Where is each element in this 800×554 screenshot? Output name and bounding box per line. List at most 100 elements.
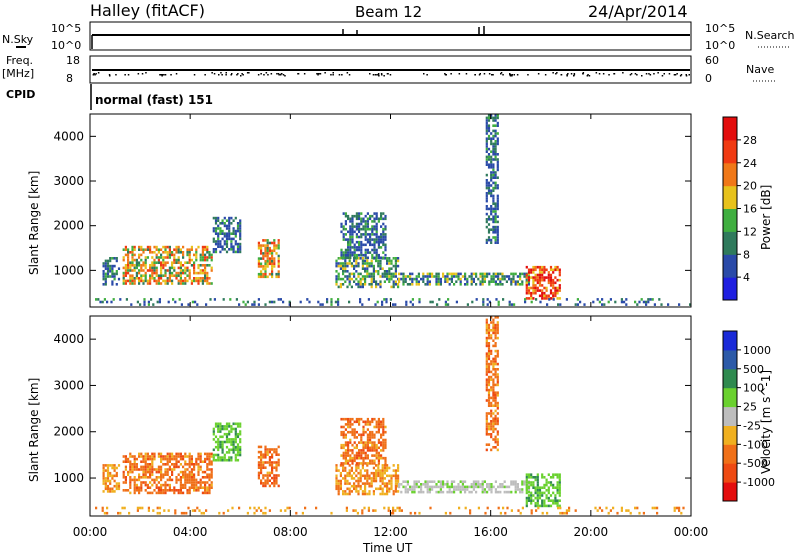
echo-cell	[487, 349, 491, 353]
echo-cell	[494, 401, 497, 405]
echo-cell	[197, 481, 200, 484]
echo-cell	[490, 414, 493, 418]
echo-cell	[268, 249, 271, 253]
echo-cell	[168, 251, 171, 254]
echo-cell	[346, 492, 349, 496]
echo-cell	[135, 264, 138, 267]
echo-cell	[171, 463, 174, 466]
echo-cell	[319, 303, 322, 306]
echo-cell	[464, 506, 467, 510]
echo-cell	[492, 176, 495, 179]
echo-cell	[487, 134, 491, 138]
echo-cell	[171, 470, 174, 474]
echo-cell	[230, 440, 233, 444]
echo-cell	[426, 275, 429, 278]
echo-cell	[532, 284, 535, 287]
echo-cell	[559, 511, 562, 515]
echo-cell	[370, 262, 373, 265]
echo-cell	[428, 275, 431, 278]
echo-cell	[545, 297, 548, 300]
echo-cell	[144, 279, 147, 283]
echo-cell	[431, 488, 434, 491]
echo-cell	[390, 487, 393, 491]
echo-cell	[377, 420, 380, 424]
echo-cell	[273, 482, 276, 485]
echo-cell	[448, 490, 451, 494]
echo-cell	[394, 259, 397, 263]
echo-cell	[382, 438, 385, 442]
echo-cell	[448, 283, 451, 286]
echo-cell	[457, 272, 460, 276]
echo-cell	[151, 277, 154, 280]
echo-cell	[353, 436, 356, 439]
echo-cell	[268, 484, 271, 488]
echo-cell	[490, 386, 493, 389]
nave-point	[465, 73, 468, 75]
echo-cell	[225, 440, 229, 444]
echo-cell	[236, 229, 240, 233]
echo-cell	[206, 277, 209, 280]
echo-cell	[373, 459, 376, 463]
echo-cell	[190, 473, 193, 476]
echo-cell	[470, 490, 473, 494]
echo-cell	[212, 240, 215, 243]
echo-cell	[349, 256, 352, 260]
echo-cell	[368, 283, 371, 286]
echo-cell	[179, 261, 182, 264]
echo-cell	[353, 253, 356, 257]
echo-cell	[348, 277, 351, 281]
echo-cell	[358, 222, 361, 226]
echo-cell	[193, 279, 196, 283]
echo-cell	[350, 264, 353, 268]
echo-cell	[175, 251, 178, 254]
echo-cell	[206, 491, 209, 495]
nave-point	[527, 74, 529, 76]
echo-cell	[344, 222, 347, 226]
echo-cell	[264, 445, 267, 449]
echo-cell	[497, 300, 500, 304]
echo-cell	[370, 277, 373, 281]
echo-cell	[257, 456, 260, 459]
echo-cell	[379, 267, 382, 270]
echo-cell	[273, 244, 276, 247]
echo-cell	[371, 243, 374, 247]
echo-cell	[164, 245, 167, 249]
echo-cell	[115, 270, 118, 273]
echo-cell	[277, 445, 280, 449]
echo-cell	[355, 217, 358, 221]
echo-cell	[355, 222, 358, 226]
echo-cell	[344, 423, 347, 426]
colorbar-tick-label: -1000	[743, 476, 775, 489]
echo-cell	[151, 256, 154, 259]
echo-cell	[342, 425, 345, 429]
echo-cell	[375, 449, 378, 452]
echo-cell	[157, 465, 160, 469]
echo-cell	[140, 258, 143, 262]
echo-cell	[153, 478, 156, 482]
echo-cell	[485, 132, 488, 135]
echo-cell	[135, 457, 138, 461]
echo-cell	[146, 455, 149, 458]
echo-cell	[369, 438, 372, 442]
echo-cell	[482, 300, 485, 304]
echo-cell	[217, 458, 220, 462]
echo-cell	[133, 481, 136, 484]
echo-cell	[104, 482, 107, 485]
echo-cell	[173, 457, 176, 461]
echo-cell	[208, 457, 211, 461]
echo-cell	[138, 245, 141, 249]
nsky-label: N.Sky	[2, 33, 34, 46]
echo-cell	[347, 246, 350, 249]
echo-cell	[184, 279, 187, 283]
colorbar-segment	[723, 349, 737, 370]
echo-cell	[375, 259, 378, 263]
echo-cell	[131, 274, 134, 277]
echo-cell	[201, 470, 204, 474]
echo-cell	[162, 251, 165, 254]
echo-cell	[492, 228, 495, 231]
echo-cell	[492, 394, 495, 397]
echo-cell	[273, 479, 276, 482]
echo-cell	[277, 298, 280, 301]
echo-cell	[364, 235, 367, 239]
echo-cell	[536, 502, 539, 505]
